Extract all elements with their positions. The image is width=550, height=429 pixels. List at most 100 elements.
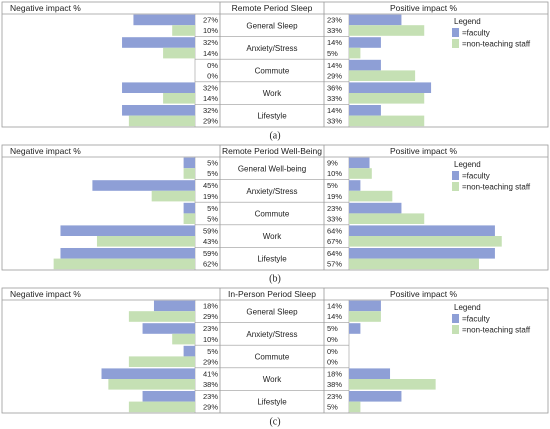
negative-bar-faculty: [153, 300, 195, 312]
negative-value-label: 5%: [207, 347, 218, 356]
positive-value-label: 5%: [327, 49, 338, 58]
positive-value-label: 0%: [327, 357, 338, 366]
positive-bar-staff: [349, 236, 502, 247]
positive-value-label: 38%: [327, 380, 342, 389]
legend-label-staff: =non-teaching staff: [462, 326, 531, 335]
category-label: Commute: [255, 67, 290, 76]
negative-bar-staff: [151, 190, 195, 202]
positive-bar-faculty: [349, 202, 402, 214]
negative-bar-faculty: [183, 157, 195, 169]
panel-title: Remote Period Well-Being: [222, 146, 322, 156]
category-label: Lifestyle: [257, 112, 287, 121]
positive-value-label: 23%: [327, 392, 342, 401]
positive-value-label: 5%: [327, 181, 338, 190]
negative-bar-staff: [96, 236, 195, 247]
positive-value-label: 14%: [327, 106, 342, 115]
legend-label-staff: =non-teaching staff: [462, 183, 531, 192]
negative-bar-faculty: [183, 345, 195, 357]
positive-bar-staff: [349, 168, 372, 179]
positive-bar-faculty: [349, 157, 370, 169]
positive-bar-faculty: [349, 391, 402, 402]
category-label: Anxiety/Stress: [246, 187, 297, 196]
positive-header: Positive impact %: [390, 146, 458, 156]
positive-bar-staff: [349, 213, 425, 224]
negative-bar-staff: [163, 47, 195, 59]
positive-value-label: 14%: [327, 302, 342, 311]
negative-bar-faculty: [122, 82, 195, 93]
positive-bar-faculty: [349, 300, 381, 312]
positive-value-label: 5%: [327, 324, 338, 333]
positive-value-label: 9%: [327, 159, 338, 168]
positive-bar-faculty: [349, 82, 432, 93]
negative-bar-staff: [128, 115, 195, 127]
positive-bar-faculty: [349, 14, 402, 26]
negative-value-label: 32%: [203, 106, 218, 115]
panel-title: In-Person Period Sleep: [228, 289, 316, 299]
panel-frame: [1, 287, 549, 414]
negative-bar-faculty: [92, 180, 195, 191]
negative-bar-faculty: [122, 37, 195, 48]
legend-label-faculty: =faculty: [462, 29, 490, 38]
positive-bar-staff: [349, 190, 393, 202]
negative-bar-staff: [53, 258, 195, 270]
positive-bar-faculty: [349, 225, 495, 236]
negative-header: Negative impact %: [10, 146, 81, 156]
positive-bar-faculty: [349, 248, 495, 259]
category-label: Work: [263, 89, 283, 98]
negative-value-label: 59%: [203, 249, 218, 258]
negative-value-label: 32%: [203, 83, 218, 92]
positive-value-label: 14%: [327, 38, 342, 47]
negative-bar-faculty: [133, 14, 195, 26]
positive-value-label: 5%: [327, 403, 338, 412]
negative-value-label: 0%: [207, 61, 218, 70]
negative-value-label: 23%: [203, 392, 218, 401]
negative-value-label: 5%: [207, 214, 218, 223]
negative-value-label: 19%: [203, 192, 218, 201]
positive-header: Positive impact %: [390, 289, 458, 299]
positive-bar-faculty: [349, 368, 391, 379]
negative-bar-staff: [128, 401, 195, 413]
negative-header: Negative impact %: [10, 289, 81, 299]
negative-value-label: 29%: [203, 357, 218, 366]
chart-panel-1: Negative impact % Remote Period Well-Bein…: [1, 144, 549, 285]
positive-value-label: 23%: [327, 204, 342, 213]
negative-bar-staff: [172, 333, 195, 345]
category-label: Work: [263, 232, 283, 241]
negative-value-label: 5%: [207, 169, 218, 178]
legend-title: Legend: [454, 303, 481, 312]
category-label: Anxiety/Stress: [246, 44, 297, 53]
legend-swatch-faculty: [452, 28, 459, 37]
negative-value-label: 59%: [203, 226, 218, 235]
positive-bar-faculty: [349, 59, 381, 71]
category-label: Lifestyle: [257, 398, 287, 407]
negative-bar-staff: [183, 168, 195, 179]
negative-value-label: 62%: [203, 260, 218, 269]
negative-value-label: 27%: [203, 16, 218, 25]
negative-bar-faculty: [101, 368, 195, 379]
category-label: Commute: [255, 353, 290, 362]
negative-bar-staff: [128, 356, 195, 367]
negative-value-label: 41%: [203, 369, 218, 378]
category-label: Commute: [255, 210, 290, 219]
legend-swatch-staff: [452, 325, 459, 334]
negative-value-label: 32%: [203, 38, 218, 47]
positive-bar-staff: [349, 401, 361, 413]
positive-bar-staff: [349, 25, 425, 36]
positive-value-label: 14%: [327, 312, 342, 321]
negative-value-label: 23%: [203, 324, 218, 333]
positive-value-label: 29%: [327, 71, 342, 80]
category-label: General Sleep: [246, 21, 298, 30]
positive-value-label: 36%: [327, 83, 342, 92]
negative-bar-faculty: [142, 323, 195, 334]
legend-swatch-staff: [452, 39, 459, 48]
negative-bar-faculty: [122, 105, 195, 116]
legend-title: Legend: [454, 160, 481, 169]
category-label: Lifestyle: [257, 255, 287, 264]
legend-swatch-faculty: [452, 314, 459, 323]
negative-value-label: 45%: [203, 181, 218, 190]
positive-bar-faculty: [349, 105, 381, 116]
positive-value-label: 57%: [327, 260, 342, 269]
negative-value-label: 43%: [203, 237, 218, 246]
negative-value-label: 18%: [203, 302, 218, 311]
